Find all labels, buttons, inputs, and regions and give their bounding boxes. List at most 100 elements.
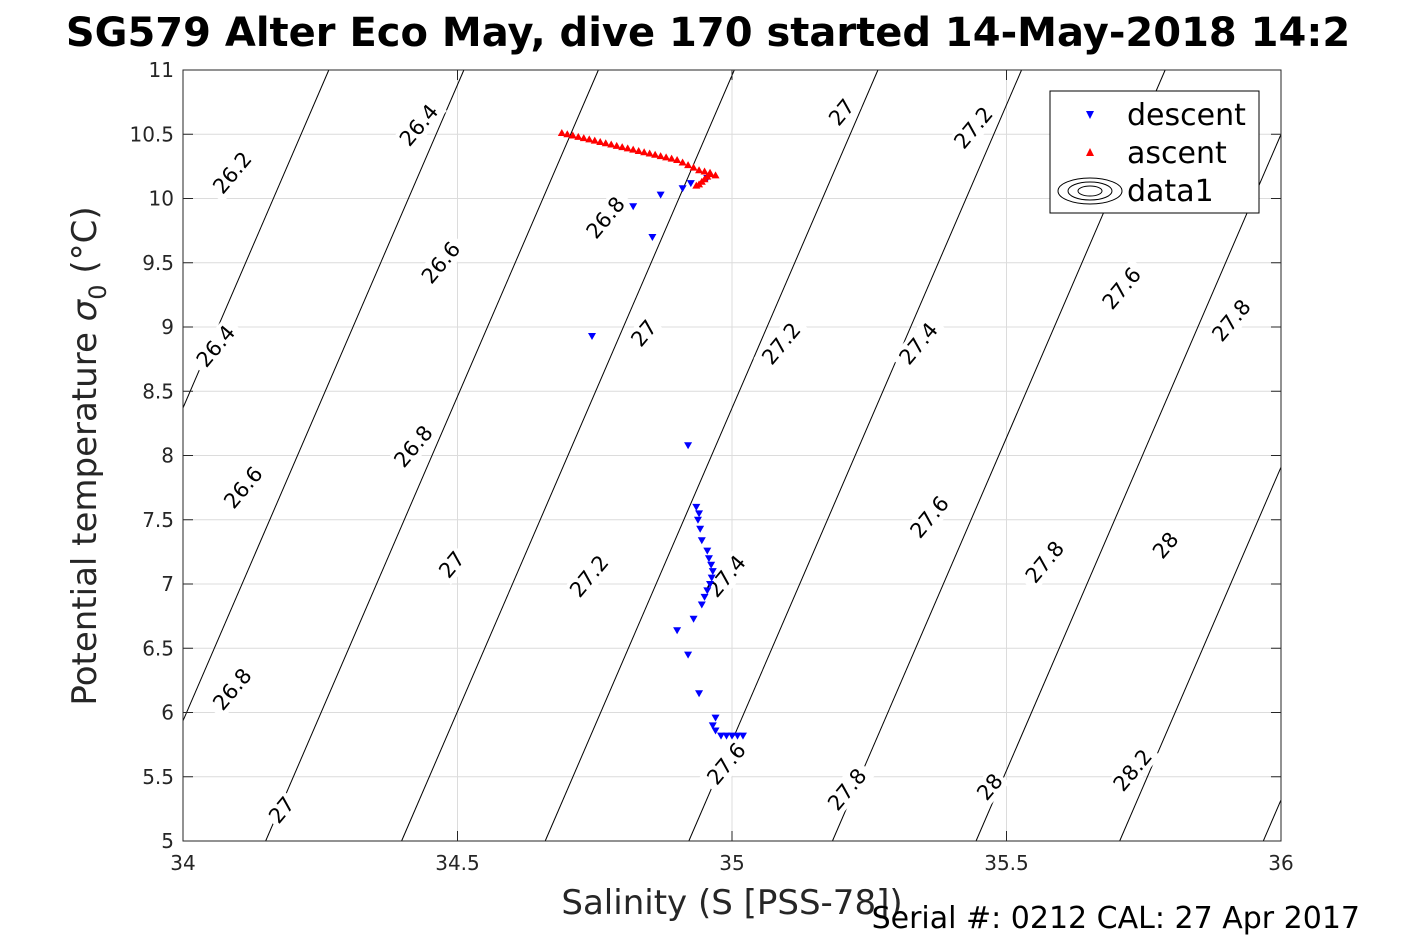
descent-marker bbox=[648, 234, 657, 242]
contour-label: 27.6 bbox=[1093, 258, 1150, 319]
legend: descent ascent data1 bbox=[1049, 90, 1260, 214]
ascent-marker bbox=[700, 167, 709, 175]
ascent-marker bbox=[618, 143, 627, 151]
contour-label-text: 27 bbox=[264, 792, 300, 828]
descent-marker bbox=[697, 537, 706, 545]
ascent-marker bbox=[579, 134, 588, 142]
y-tick-label: 9 bbox=[161, 315, 174, 339]
contour-label-bg bbox=[215, 457, 272, 518]
contour-label-bg bbox=[822, 92, 862, 133]
ascent-marker bbox=[673, 155, 682, 163]
descent-marker bbox=[703, 547, 712, 555]
legend-ascent-label: ascent bbox=[1127, 136, 1227, 171]
descent-marker bbox=[738, 732, 747, 740]
contour-label: 27.8 bbox=[819, 759, 876, 820]
ascent-marker bbox=[662, 153, 671, 161]
contour-label-bg bbox=[1104, 740, 1161, 801]
descent-marker bbox=[711, 727, 720, 735]
descent-marker bbox=[733, 732, 742, 740]
contour-line-27.6 bbox=[975, 134, 1282, 842]
y-tick-label: 6 bbox=[161, 701, 174, 725]
contour-label-text: 28 bbox=[1148, 527, 1184, 563]
legend-descent-label: descent bbox=[1127, 98, 1246, 133]
descent-marker bbox=[728, 732, 736, 740]
contour-line-27 bbox=[544, 69, 879, 842]
contour-label: 27.4 bbox=[890, 313, 947, 374]
contour-label-bg bbox=[970, 767, 1010, 808]
y-axis-label-sub: 0 bbox=[84, 284, 112, 299]
y-axis-label-main: Potential temperature bbox=[65, 321, 105, 705]
descent-marker bbox=[692, 503, 701, 511]
ascent-marker bbox=[692, 181, 701, 189]
contour-label-bg bbox=[753, 313, 810, 374]
contour-label-bg bbox=[624, 313, 664, 354]
descent-marker bbox=[707, 574, 716, 582]
descent-marker bbox=[696, 525, 705, 533]
x-tick-label: 34.5 bbox=[435, 851, 480, 875]
contour-label-bg bbox=[698, 546, 755, 607]
contour-label-bg bbox=[945, 97, 1002, 158]
descent-marker bbox=[684, 442, 693, 450]
contour-line-26.4 bbox=[182, 69, 465, 722]
descent-marker bbox=[708, 568, 717, 576]
y-tick-label: 5 bbox=[161, 829, 174, 853]
contour-label: 28 bbox=[1146, 525, 1186, 566]
ascent-marker bbox=[629, 145, 638, 153]
contour-label: 26.8 bbox=[577, 187, 634, 248]
y-axis-label-sigma: σ bbox=[65, 298, 105, 321]
y-tick-label: 10 bbox=[149, 187, 174, 211]
contour-label-bg bbox=[385, 416, 442, 477]
descent-marker bbox=[707, 561, 716, 569]
descent-marker bbox=[703, 587, 712, 595]
contour-label: 26.8 bbox=[385, 416, 442, 477]
descent-marker bbox=[678, 185, 687, 193]
contour-label-bg bbox=[204, 142, 261, 203]
legend-ascent-marker bbox=[1086, 148, 1094, 156]
descent-marker bbox=[673, 627, 682, 635]
ascent-marker bbox=[634, 146, 643, 154]
contour-label-text: 27 bbox=[434, 547, 470, 583]
contour-label: 27.6 bbox=[901, 487, 958, 548]
legend-contour-icon bbox=[1057, 177, 1123, 205]
y-tick-label: 9.5 bbox=[142, 251, 174, 275]
ascent-marker bbox=[678, 158, 687, 166]
contour-label: 27.2 bbox=[753, 313, 810, 374]
descent-marker bbox=[656, 191, 665, 199]
y-tick-label: 11 bbox=[149, 58, 174, 82]
x-tick-label: 35.5 bbox=[984, 851, 1029, 875]
ascent-marker bbox=[607, 140, 616, 148]
descent-marker bbox=[689, 615, 698, 623]
contour-label-bg bbox=[577, 187, 634, 248]
descent-marker bbox=[706, 581, 715, 588]
legend-box bbox=[1049, 90, 1260, 214]
descent-marker bbox=[684, 651, 693, 659]
y-axis-label-unit: (°C) bbox=[65, 206, 105, 284]
descent-marker bbox=[588, 332, 597, 340]
descent-marker bbox=[704, 555, 713, 563]
contour-label-bg bbox=[1203, 290, 1260, 351]
descent-marker bbox=[717, 732, 726, 740]
contour-label: 28 bbox=[970, 767, 1010, 808]
descent-series bbox=[588, 174, 747, 740]
ascent-marker bbox=[563, 130, 572, 138]
contour-label: 26.6 bbox=[215, 457, 272, 518]
ascent-series bbox=[557, 128, 720, 189]
descent-marker bbox=[695, 690, 704, 698]
x-axis-label: Salinity (S [PSS-78]) bbox=[561, 883, 902, 923]
footer-serial-cal: Serial #: 0212 CAL: 27 Apr 2017 bbox=[872, 901, 1360, 936]
contour-label-bg bbox=[432, 544, 472, 585]
descent-marker bbox=[695, 510, 704, 518]
legend-descent-marker bbox=[1086, 111, 1094, 119]
ascent-marker bbox=[667, 154, 676, 162]
ascent-marker bbox=[596, 137, 605, 145]
contour-label: 27.8 bbox=[1203, 290, 1260, 351]
y-axis-label: Potential temperature σ0 (°C) bbox=[65, 206, 112, 705]
ascent-marker bbox=[640, 148, 649, 156]
ascent-marker bbox=[656, 152, 665, 160]
contour-label-text: 28 bbox=[972, 769, 1008, 805]
contour-label-bg bbox=[1146, 525, 1186, 566]
y-tick-label: 10.5 bbox=[129, 122, 174, 146]
contour-label: 26.2 bbox=[204, 142, 261, 203]
x-tick-label: 35 bbox=[719, 851, 744, 875]
